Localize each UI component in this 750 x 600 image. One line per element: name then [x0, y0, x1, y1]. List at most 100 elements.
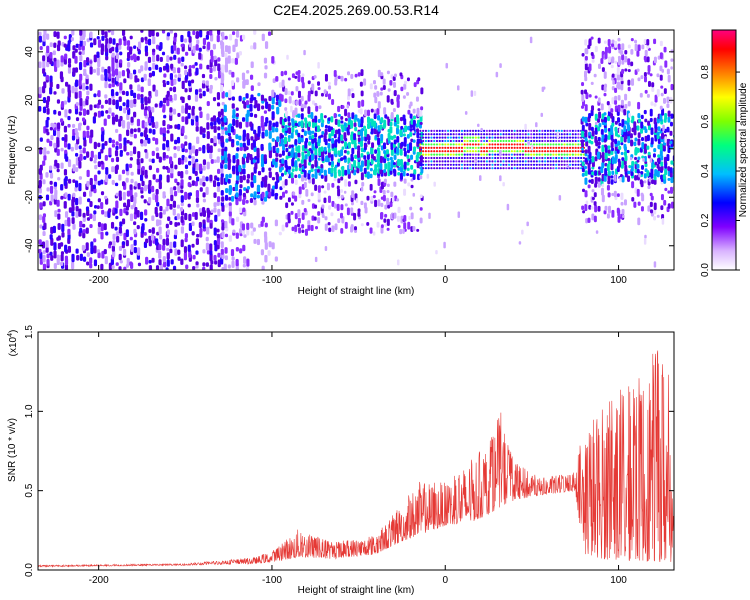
spectrogram-cell [410, 154, 414, 160]
spectrogram-cell [499, 150, 502, 157]
spectrogram-cell [611, 192, 615, 197]
spectrogram-cell [382, 85, 386, 90]
spectrogram-cell [137, 247, 141, 256]
spectrogram-cell [449, 139, 452, 143]
spectrogram-cell [516, 150, 519, 153]
spectrogram-cell [502, 146, 505, 149]
spectrogram-cell [444, 150, 447, 153]
spectrogram-cell [552, 146, 555, 149]
spectrogram-cell [38, 187, 42, 194]
spectrogram-cell [488, 156, 491, 160]
spectrogram-cell [242, 129, 246, 138]
spectrogram-cell [372, 80, 376, 85]
spectrogram-cell [231, 260, 235, 268]
y-tick-label: 20 [24, 94, 35, 106]
spectrogram-cell [656, 169, 660, 178]
spectrogram-cell [499, 146, 502, 149]
spectrogram-cell [348, 162, 352, 170]
spectrogram-cell [474, 150, 477, 153]
spectrogram-cell [151, 215, 155, 221]
spectrogram-cell [654, 168, 658, 177]
spectrogram-cell [144, 121, 148, 127]
spectrogram-cell [541, 139, 544, 143]
spectrogram-cell [351, 93, 355, 99]
spectrogram-cell [407, 221, 411, 230]
spectrogram-cell [57, 176, 61, 181]
spectrogram-cell [637, 132, 641, 139]
spectrogram-cell [343, 155, 347, 160]
spectrogram-cell [643, 55, 647, 61]
spectrogram-cell [591, 171, 595, 176]
spectrogram-cell [433, 143, 436, 146]
spectrogram-cell [104, 68, 108, 77]
spectrogram-cell [263, 57, 268, 64]
spectrogram-cell [284, 107, 288, 111]
spectrogram-cell [597, 145, 601, 149]
spectrogram-cell [101, 66, 105, 73]
spectrogram-cell [310, 224, 314, 232]
spectrogram-cell [93, 245, 97, 254]
spectrogram-cell [224, 146, 228, 152]
spectrogram-cell [611, 86, 615, 91]
spectrogram-cell [647, 71, 651, 75]
spectrogram-cell [38, 31, 42, 36]
spectrogram-cell [173, 54, 177, 60]
spectrogram-cell [530, 136, 533, 139]
spectrogram-cell [304, 177, 308, 181]
spectrogram-cell [118, 245, 123, 252]
spectrogram-cell [510, 133, 513, 136]
spectrogram-cell [530, 163, 533, 166]
spectrogram-cell [206, 130, 210, 140]
spectrogram-cell [108, 147, 112, 156]
spectrogram-cell [650, 168, 654, 176]
spectrogram-cell [278, 82, 283, 88]
spectrogram-cell [455, 156, 458, 160]
spectrogram-cell [151, 70, 156, 77]
spectrogram-cell [636, 50, 640, 57]
spectrogram-cell [188, 142, 192, 150]
spectrogram-cell [280, 172, 284, 177]
spectrogram-cell [474, 167, 477, 170]
spectrogram-cell [317, 81, 321, 86]
spectrogram-cell [471, 133, 475, 136]
spectrogram-cell [600, 187, 604, 196]
spectrogram-cell [311, 178, 315, 185]
spectrogram-cell [571, 143, 574, 146]
spectrogram-cell [242, 142, 246, 148]
spectrogram-cell [584, 129, 588, 138]
spectrogram-cell [271, 138, 275, 142]
spectrogram-cell [225, 138, 229, 143]
spectrogram-cell [104, 255, 108, 265]
spectrogram-cell [364, 135, 368, 142]
spectrogram-cell [374, 164, 378, 173]
spectrogram-cell [552, 156, 555, 160]
spectrogram-cell [430, 163, 433, 166]
spectrogram-cell [513, 167, 516, 170]
spectrogram-cell [629, 156, 633, 161]
spectrogram-cell [174, 139, 178, 145]
spectrogram-cell [169, 56, 173, 61]
spectrogram-cell [424, 156, 427, 160]
spectrogram-cell [206, 250, 211, 255]
spectrogram-cell [65, 81, 69, 87]
spectrogram-cell [499, 133, 502, 136]
spectrogram-cell [377, 199, 381, 207]
spectrogram-cell [611, 56, 615, 61]
spectrogram-cell [96, 205, 100, 210]
spectrogram-cell [216, 156, 220, 163]
spectrogram-cell [660, 193, 664, 201]
spectrogram-cell [627, 175, 631, 183]
spectrogram-cell [469, 139, 472, 143]
spectrogram-cell [390, 142, 394, 149]
spectrogram-cell [604, 144, 608, 148]
spectrogram-cell [343, 122, 347, 127]
spectrogram-cell [449, 150, 452, 153]
spectrogram-cell [357, 131, 361, 136]
spectrogram-cell [188, 160, 192, 166]
spectrogram-cell [184, 148, 188, 153]
spectrogram-cell [181, 116, 185, 123]
spectrogram-cell [519, 139, 522, 143]
spectrogram-cell [330, 212, 334, 217]
spectrogram-cell [169, 72, 174, 80]
spectrogram-cell [317, 118, 321, 124]
